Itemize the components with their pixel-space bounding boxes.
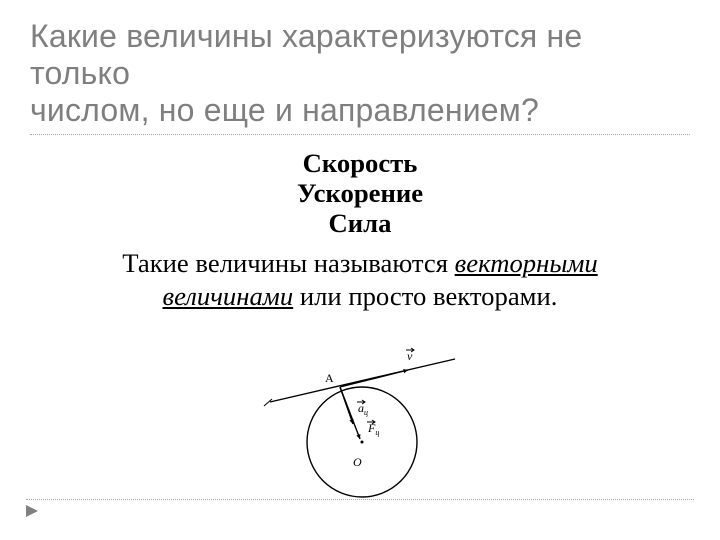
def-post: или просто векторами. — [293, 281, 557, 311]
svg-text:aц: aц — [358, 401, 368, 417]
title-line-1: Какие величины характеризуются не только — [30, 18, 690, 92]
slide: Какие величины характеризуются не только… — [0, 0, 720, 540]
svg-text:A: A — [325, 371, 334, 385]
term-acceleration: Ускорение — [30, 179, 690, 209]
def-term-2: величинами — [163, 281, 294, 311]
def-term-1: векторными — [455, 248, 598, 278]
svg-text:Fц: Fц — [367, 421, 379, 437]
def-pre: Такие величины называются — [122, 248, 454, 278]
slide-footer — [0, 499, 720, 522]
slide-title: Какие величины характеризуются не только… — [30, 18, 690, 128]
svg-text:O: O — [353, 455, 362, 469]
term-force: Сила — [30, 209, 690, 239]
vector-terms-list: Скорость Ускорение Сила — [30, 149, 690, 239]
term-speed: Скорость — [30, 149, 690, 179]
definition-text: Такие величины называются векторными вел… — [30, 247, 690, 314]
diagram-container: O Av aц Fц — [30, 334, 690, 514]
vector-diagram: O Av aц Fц — [250, 334, 470, 514]
footer-divider — [26, 499, 694, 500]
svg-text:v: v — [407, 349, 413, 363]
play-icon — [26, 505, 38, 517]
title-divider — [30, 134, 690, 135]
title-line-2: числом, но еще и направлением? — [30, 92, 690, 129]
